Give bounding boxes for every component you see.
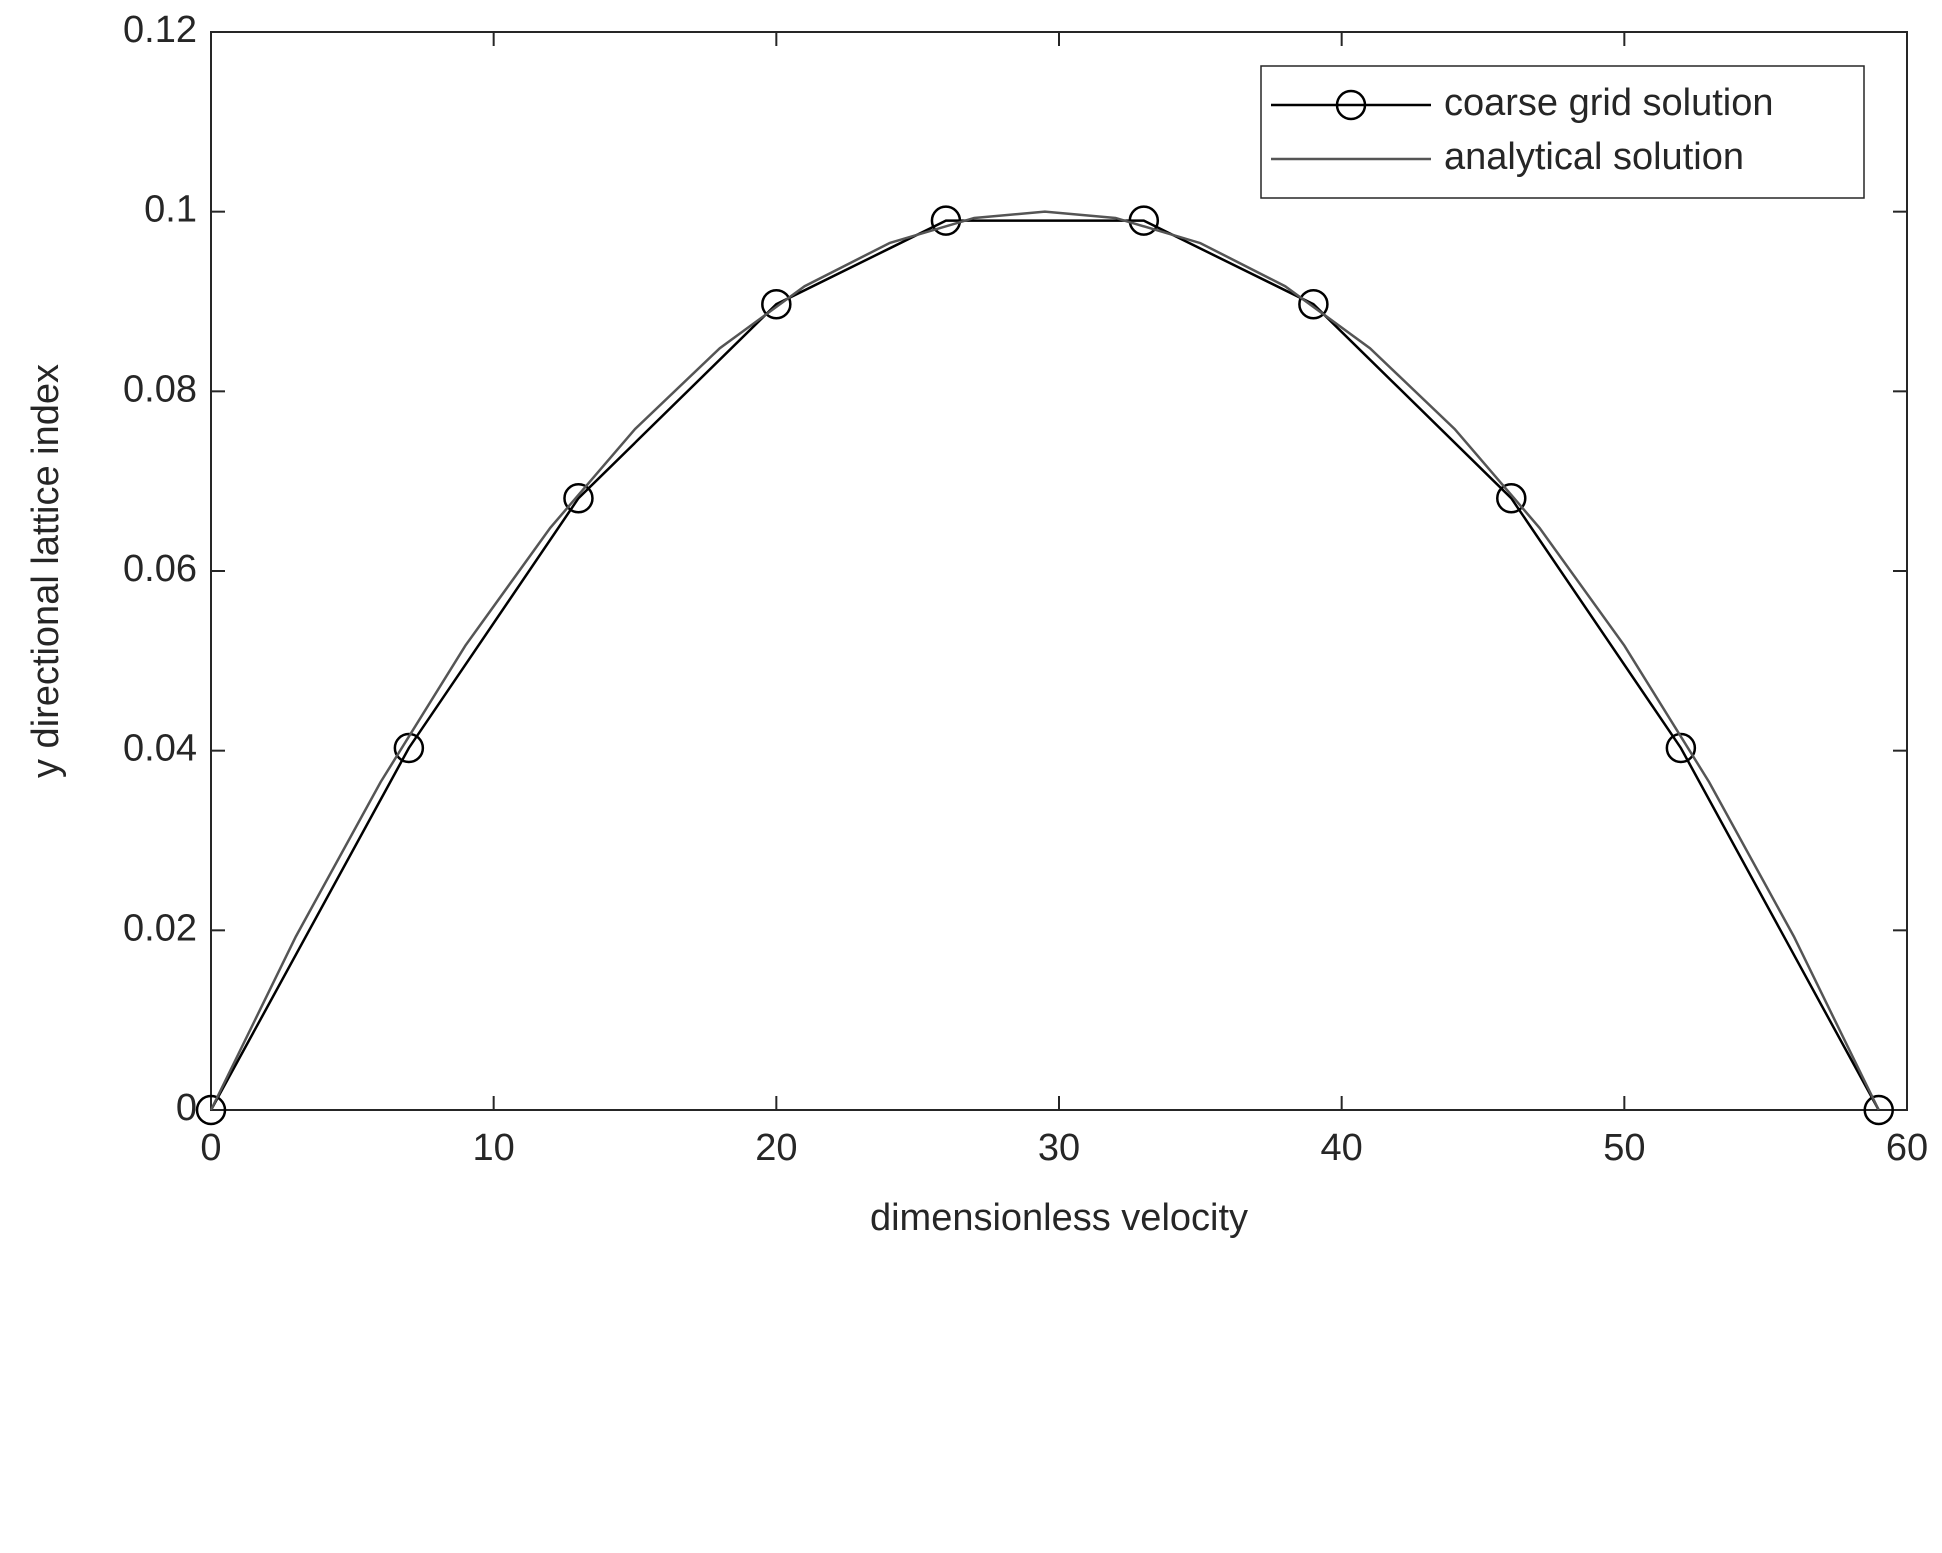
y-tick-label: 0.1 <box>144 189 197 231</box>
legend-marker <box>1335 89 1367 121</box>
legend-label: analytical solution <box>1444 136 1744 178</box>
y-tick-label: 0.04 <box>123 728 197 770</box>
series-line <box>209 210 1880 1111</box>
y-tick-label: 0.08 <box>123 368 197 410</box>
x-tick-label: 40 <box>1321 1127 1363 1169</box>
legend-label: coarse grid solution <box>1444 82 1774 124</box>
x-tick-label: 0 <box>200 1127 221 1169</box>
x-tick-label: 20 <box>755 1127 797 1169</box>
marker <box>1665 732 1697 764</box>
marker <box>1863 1094 1894 1126</box>
marker <box>195 1094 227 1126</box>
marker <box>1128 205 1160 236</box>
marker <box>1298 288 1329 320</box>
marker <box>1496 482 1527 514</box>
x-tick-label: 10 <box>473 1127 515 1169</box>
y-tick-label: 0.12 <box>123 9 197 51</box>
x-tick-label: 30 <box>1038 1127 1080 1169</box>
x-tick-label: 60 <box>1886 1127 1928 1169</box>
marker <box>563 482 594 514</box>
marker <box>930 205 962 236</box>
y-tick-label: 0 <box>176 1087 197 1129</box>
marker <box>393 732 425 764</box>
marker <box>761 288 792 320</box>
y-tick-label: 0.02 <box>123 907 197 949</box>
x-tick-label: 50 <box>1603 1127 1645 1169</box>
y-tick-label: 0.06 <box>123 548 197 590</box>
y-axis-label: y directional lattice index <box>25 364 67 778</box>
legend-box <box>1260 65 1865 199</box>
series-line <box>209 219 1880 1111</box>
x-axis-label: dimensionless velocity <box>870 1197 1248 1239</box>
